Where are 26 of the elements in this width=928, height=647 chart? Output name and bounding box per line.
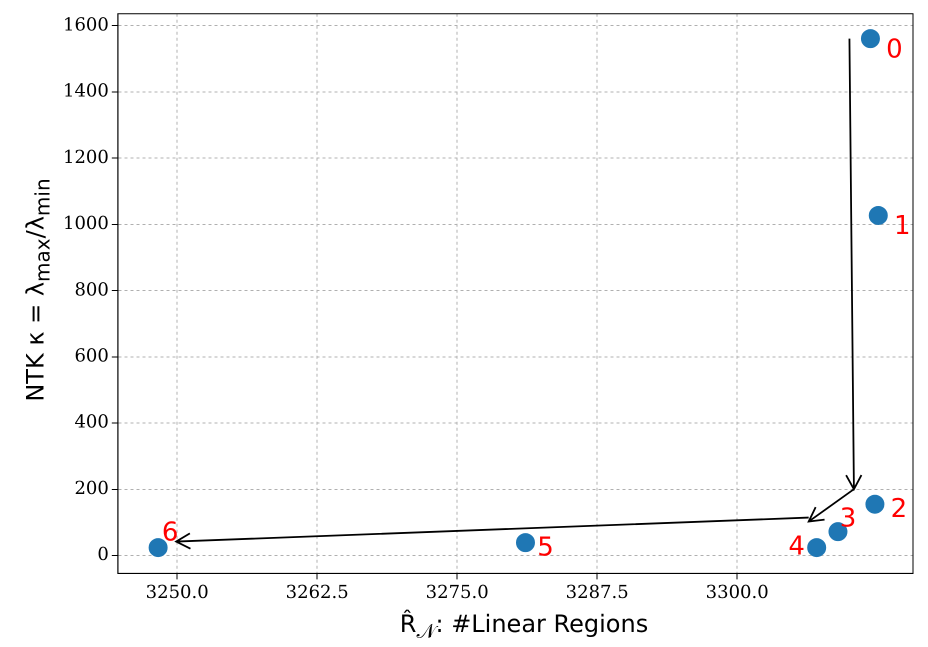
y-tick-label: 1400 bbox=[62, 80, 109, 102]
annotation: 1 bbox=[894, 211, 911, 242]
annotation: 0 bbox=[886, 34, 903, 64]
x-tick-label: 3275.0 bbox=[426, 582, 489, 603]
annotation: 5 bbox=[537, 532, 554, 562]
point bbox=[860, 29, 880, 48]
x-tick-label: 3250.0 bbox=[146, 582, 209, 603]
x-axis-title: R̂$_{𝒩}$: #Linear Regions bbox=[398, 610, 650, 643]
x-tick-label: 3300.0 bbox=[706, 582, 769, 603]
point bbox=[868, 206, 888, 225]
y-tick-label: 200 bbox=[74, 478, 109, 499]
y-tick-label: 1200 bbox=[62, 146, 109, 168]
y-tick-label: 1000 bbox=[62, 213, 109, 234]
y-tick-label: 0 bbox=[97, 544, 109, 566]
x-tick-label: 3287.5 bbox=[566, 582, 629, 603]
annotation: 6 bbox=[162, 517, 178, 548]
point bbox=[865, 494, 884, 514]
annotation: 4 bbox=[788, 531, 805, 562]
point bbox=[807, 538, 826, 558]
x-tick-label: 3262.5 bbox=[286, 582, 349, 603]
y-tick-label: 1600 bbox=[62, 14, 109, 36]
annotation: 3 bbox=[840, 503, 856, 534]
y-tick-label: 800 bbox=[74, 279, 109, 300]
annotation: 2 bbox=[890, 494, 908, 524]
y-tick-label: 600 bbox=[74, 346, 109, 367]
y-tick-label: 400 bbox=[74, 412, 109, 433]
